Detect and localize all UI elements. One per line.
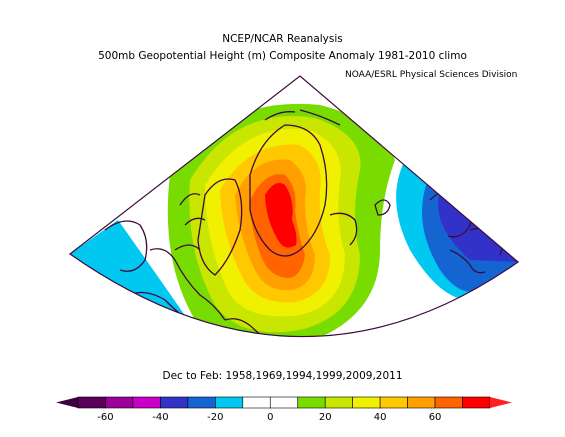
colorbar-swatch [269,396,299,409]
composite-period: Dec to Feb: 1958,1969,1994,1999,2009,201… [162,370,403,382]
colorbar-tick-label: 0 [267,412,273,423]
colorbar-swatch [462,396,491,409]
source-label: NOAA/ESRL Physical Sciences Division [345,70,518,80]
colorbar-swatches [56,396,512,409]
colorbar-swatch [242,396,271,409]
colorbar-swatch [77,396,106,409]
colorbar-swatch [297,396,326,409]
colorbar-swatch [187,396,216,409]
anomaly-region-neg-west [70,220,195,330]
colorbar-swatch [379,396,408,409]
colorbar-swatch [132,396,161,409]
colorbar-swatch [215,396,244,409]
anomaly-region-pos-core [265,182,297,248]
colorbar-swatch [352,396,381,409]
colorbar-swatch [160,396,189,409]
colorbar-tick-label: 40 [374,412,387,423]
colorbar-tick-label: 20 [319,412,332,423]
colorbar-ticks: -60 -40 -20 0 20 40 60 [97,412,441,423]
colorbar-tick-label: 60 [429,412,442,423]
colorbar-end-left [56,397,78,408]
colorbar-tick-label: -60 [97,412,113,423]
chart-subtitle: 500mb Geopotential Height (m) Composite … [98,50,467,62]
chart-title: NCEP/NCAR Reanalysis [222,33,343,45]
colorbar-end-right [490,397,512,408]
colorbar-swatch [105,396,134,409]
colorbar-tick-label: -20 [207,412,223,423]
colorbar-tick-label: -40 [152,412,168,423]
colorbar-swatch [324,396,353,409]
map-boundary [68,75,519,338]
colorbar-swatch [434,396,463,409]
colorbar-swatch [407,396,436,409]
